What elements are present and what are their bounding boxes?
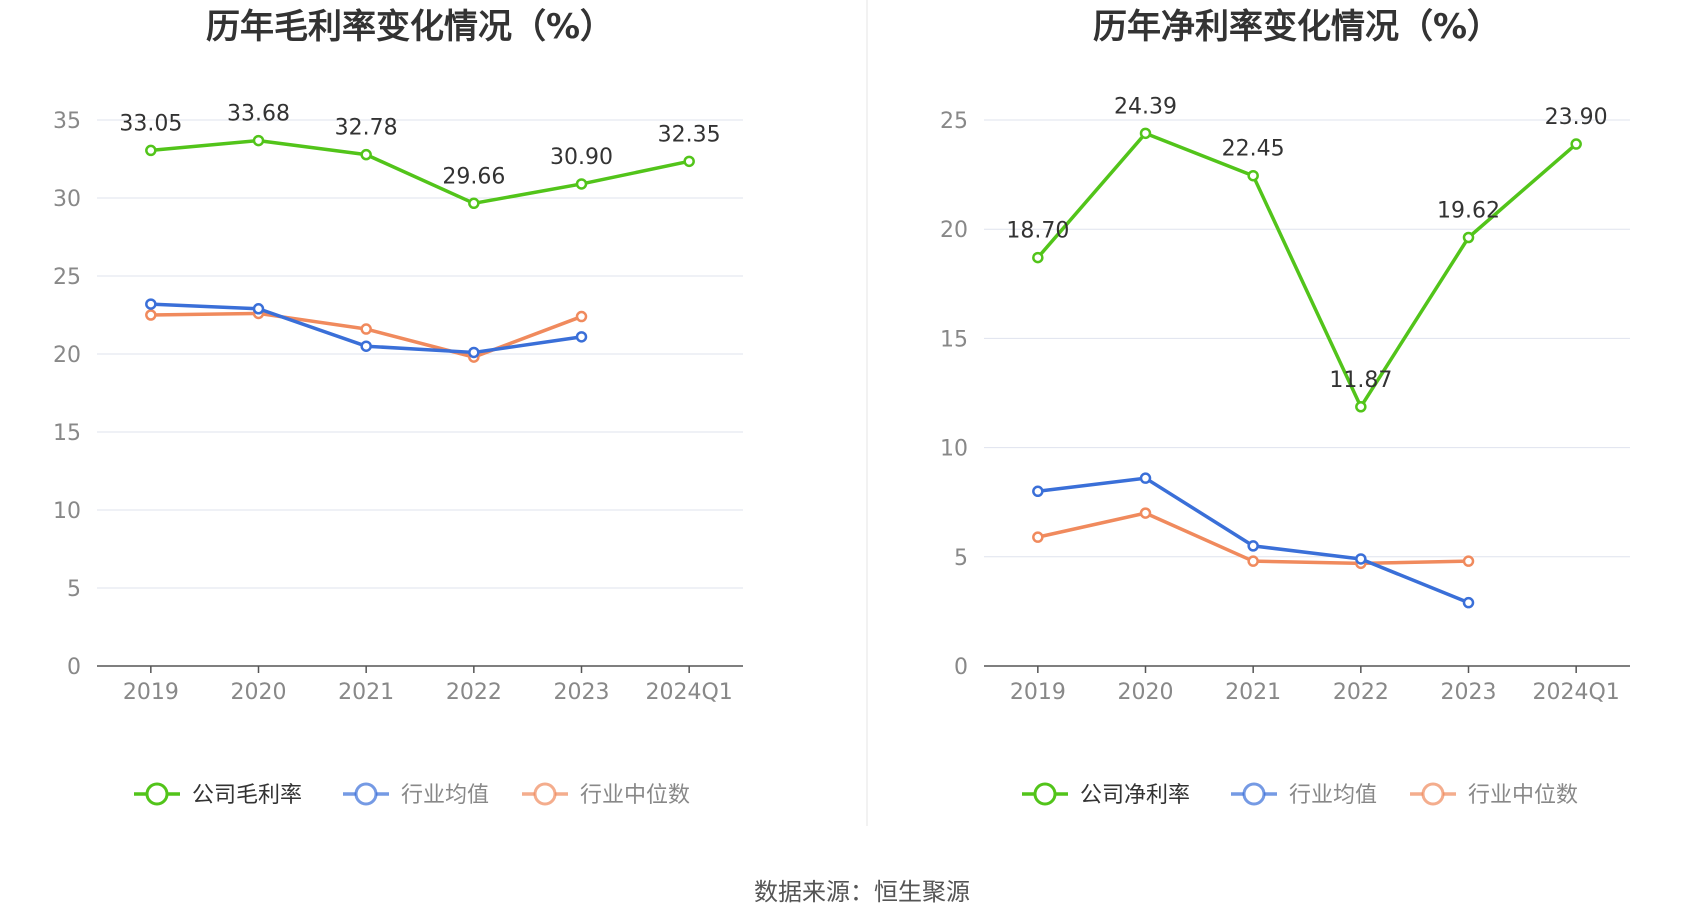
x-tick-label: 2021 (338, 680, 394, 705)
data-point (1355, 553, 1367, 565)
data-point (1032, 531, 1044, 543)
data-point (1032, 251, 1044, 264)
data-point (575, 178, 588, 190)
y-tick-label: 35 (53, 109, 81, 134)
x-tick-label: 2019 (1010, 680, 1066, 705)
data-point (252, 303, 265, 315)
y-tick-label: 15 (940, 327, 968, 352)
data-point (683, 155, 695, 168)
x-tick-label: 2022 (1333, 680, 1389, 705)
legend-marker (354, 782, 378, 806)
x-tick-label: 2020 (231, 680, 287, 705)
data-point (1247, 540, 1259, 552)
data-label: 23.90 (1545, 105, 1608, 130)
data-point (468, 197, 480, 210)
legend-marker (145, 782, 169, 806)
y-tick-label: 20 (53, 343, 81, 368)
data-point (360, 340, 372, 352)
legend-label: 公司净利率 (1080, 783, 1190, 808)
data-label: 19.62 (1437, 198, 1500, 223)
data-point (1247, 555, 1259, 567)
series-line (150, 138, 690, 206)
data-point (1247, 169, 1259, 182)
data-point (1570, 138, 1582, 150)
data-label: 33.68 (227, 102, 290, 127)
x-tick-label: 2024Q1 (646, 680, 733, 705)
legend-marker (1242, 782, 1266, 806)
data-point (468, 346, 480, 359)
legend-label: 行业中位数 (580, 783, 690, 808)
chart-title: 历年毛利率变化情况（%） (206, 7, 614, 47)
data-label: 22.45 (1222, 137, 1285, 162)
legend-label: 行业均值 (1289, 783, 1377, 808)
legend-marker (1033, 782, 1057, 806)
data-point (1462, 596, 1475, 609)
y-tick-label: 25 (53, 265, 81, 290)
x-tick-label: 2024Q1 (1533, 680, 1620, 705)
series-line (1036, 131, 1578, 409)
x-tick-label: 2020 (1118, 680, 1174, 705)
data-label: 24.39 (1114, 94, 1177, 119)
y-tick-label: 10 (940, 437, 968, 462)
gross-margin-chart: 历年毛利率变化情况（%） 0 5 10 15 20 25 30 35 2019 2020 2021 20… (53, 7, 743, 808)
legend-label: 公司毛利率 (192, 783, 302, 808)
y-tick-label: 15 (53, 421, 81, 446)
data-point (575, 310, 588, 323)
data-label: 32.35 (658, 122, 721, 147)
y-tick-label: 30 (53, 187, 81, 212)
net-margin-chart: 历年净利率变化情况（%） 0 5 10 15 20 25 2019 2020 2021 2022 20… (940, 7, 1630, 808)
data-label: 33.05 (119, 111, 182, 136)
data-label: 32.78 (335, 116, 398, 141)
data-point (252, 134, 265, 147)
data-point (145, 298, 157, 310)
x-tick-label: 2019 (123, 680, 179, 705)
legend-label: 行业均值 (401, 783, 489, 808)
y-tick-label: 5 (67, 577, 81, 602)
data-point (1139, 472, 1152, 484)
y-tick-label: 0 (954, 655, 968, 680)
data-label: 29.66 (442, 164, 505, 189)
data-point (145, 309, 157, 321)
data-point (1139, 507, 1152, 519)
y-tick-label: 20 (940, 218, 968, 243)
data-point (360, 148, 372, 161)
x-tick-label: 2023 (1441, 680, 1497, 705)
data-point (1355, 401, 1367, 413)
y-tick-label: 10 (53, 499, 81, 524)
y-tick-label: 0 (67, 655, 81, 680)
y-tick-label: 25 (940, 109, 968, 134)
data-label: 11.87 (1329, 368, 1392, 393)
data-point (1032, 485, 1044, 498)
data-point (1462, 555, 1475, 567)
data-point (360, 323, 372, 335)
data-label: 30.90 (550, 145, 613, 170)
data-point (1462, 231, 1475, 244)
x-tick-label: 2021 (1225, 680, 1281, 705)
y-tick-label: 5 (954, 546, 968, 571)
x-tick-label: 2022 (446, 680, 502, 705)
data-point (575, 331, 588, 343)
source-caption: 数据来源：恒生聚源 (754, 878, 970, 906)
data-point (1139, 127, 1152, 140)
chart-title: 历年净利率变化情况（%） (1093, 7, 1501, 47)
x-tick-label: 2023 (554, 680, 610, 705)
legend-marker (1421, 782, 1445, 806)
data-point (145, 144, 157, 157)
legend-marker (533, 782, 557, 806)
data-label: 18.70 (1006, 219, 1069, 244)
legend-label: 行业中位数 (1468, 783, 1578, 808)
